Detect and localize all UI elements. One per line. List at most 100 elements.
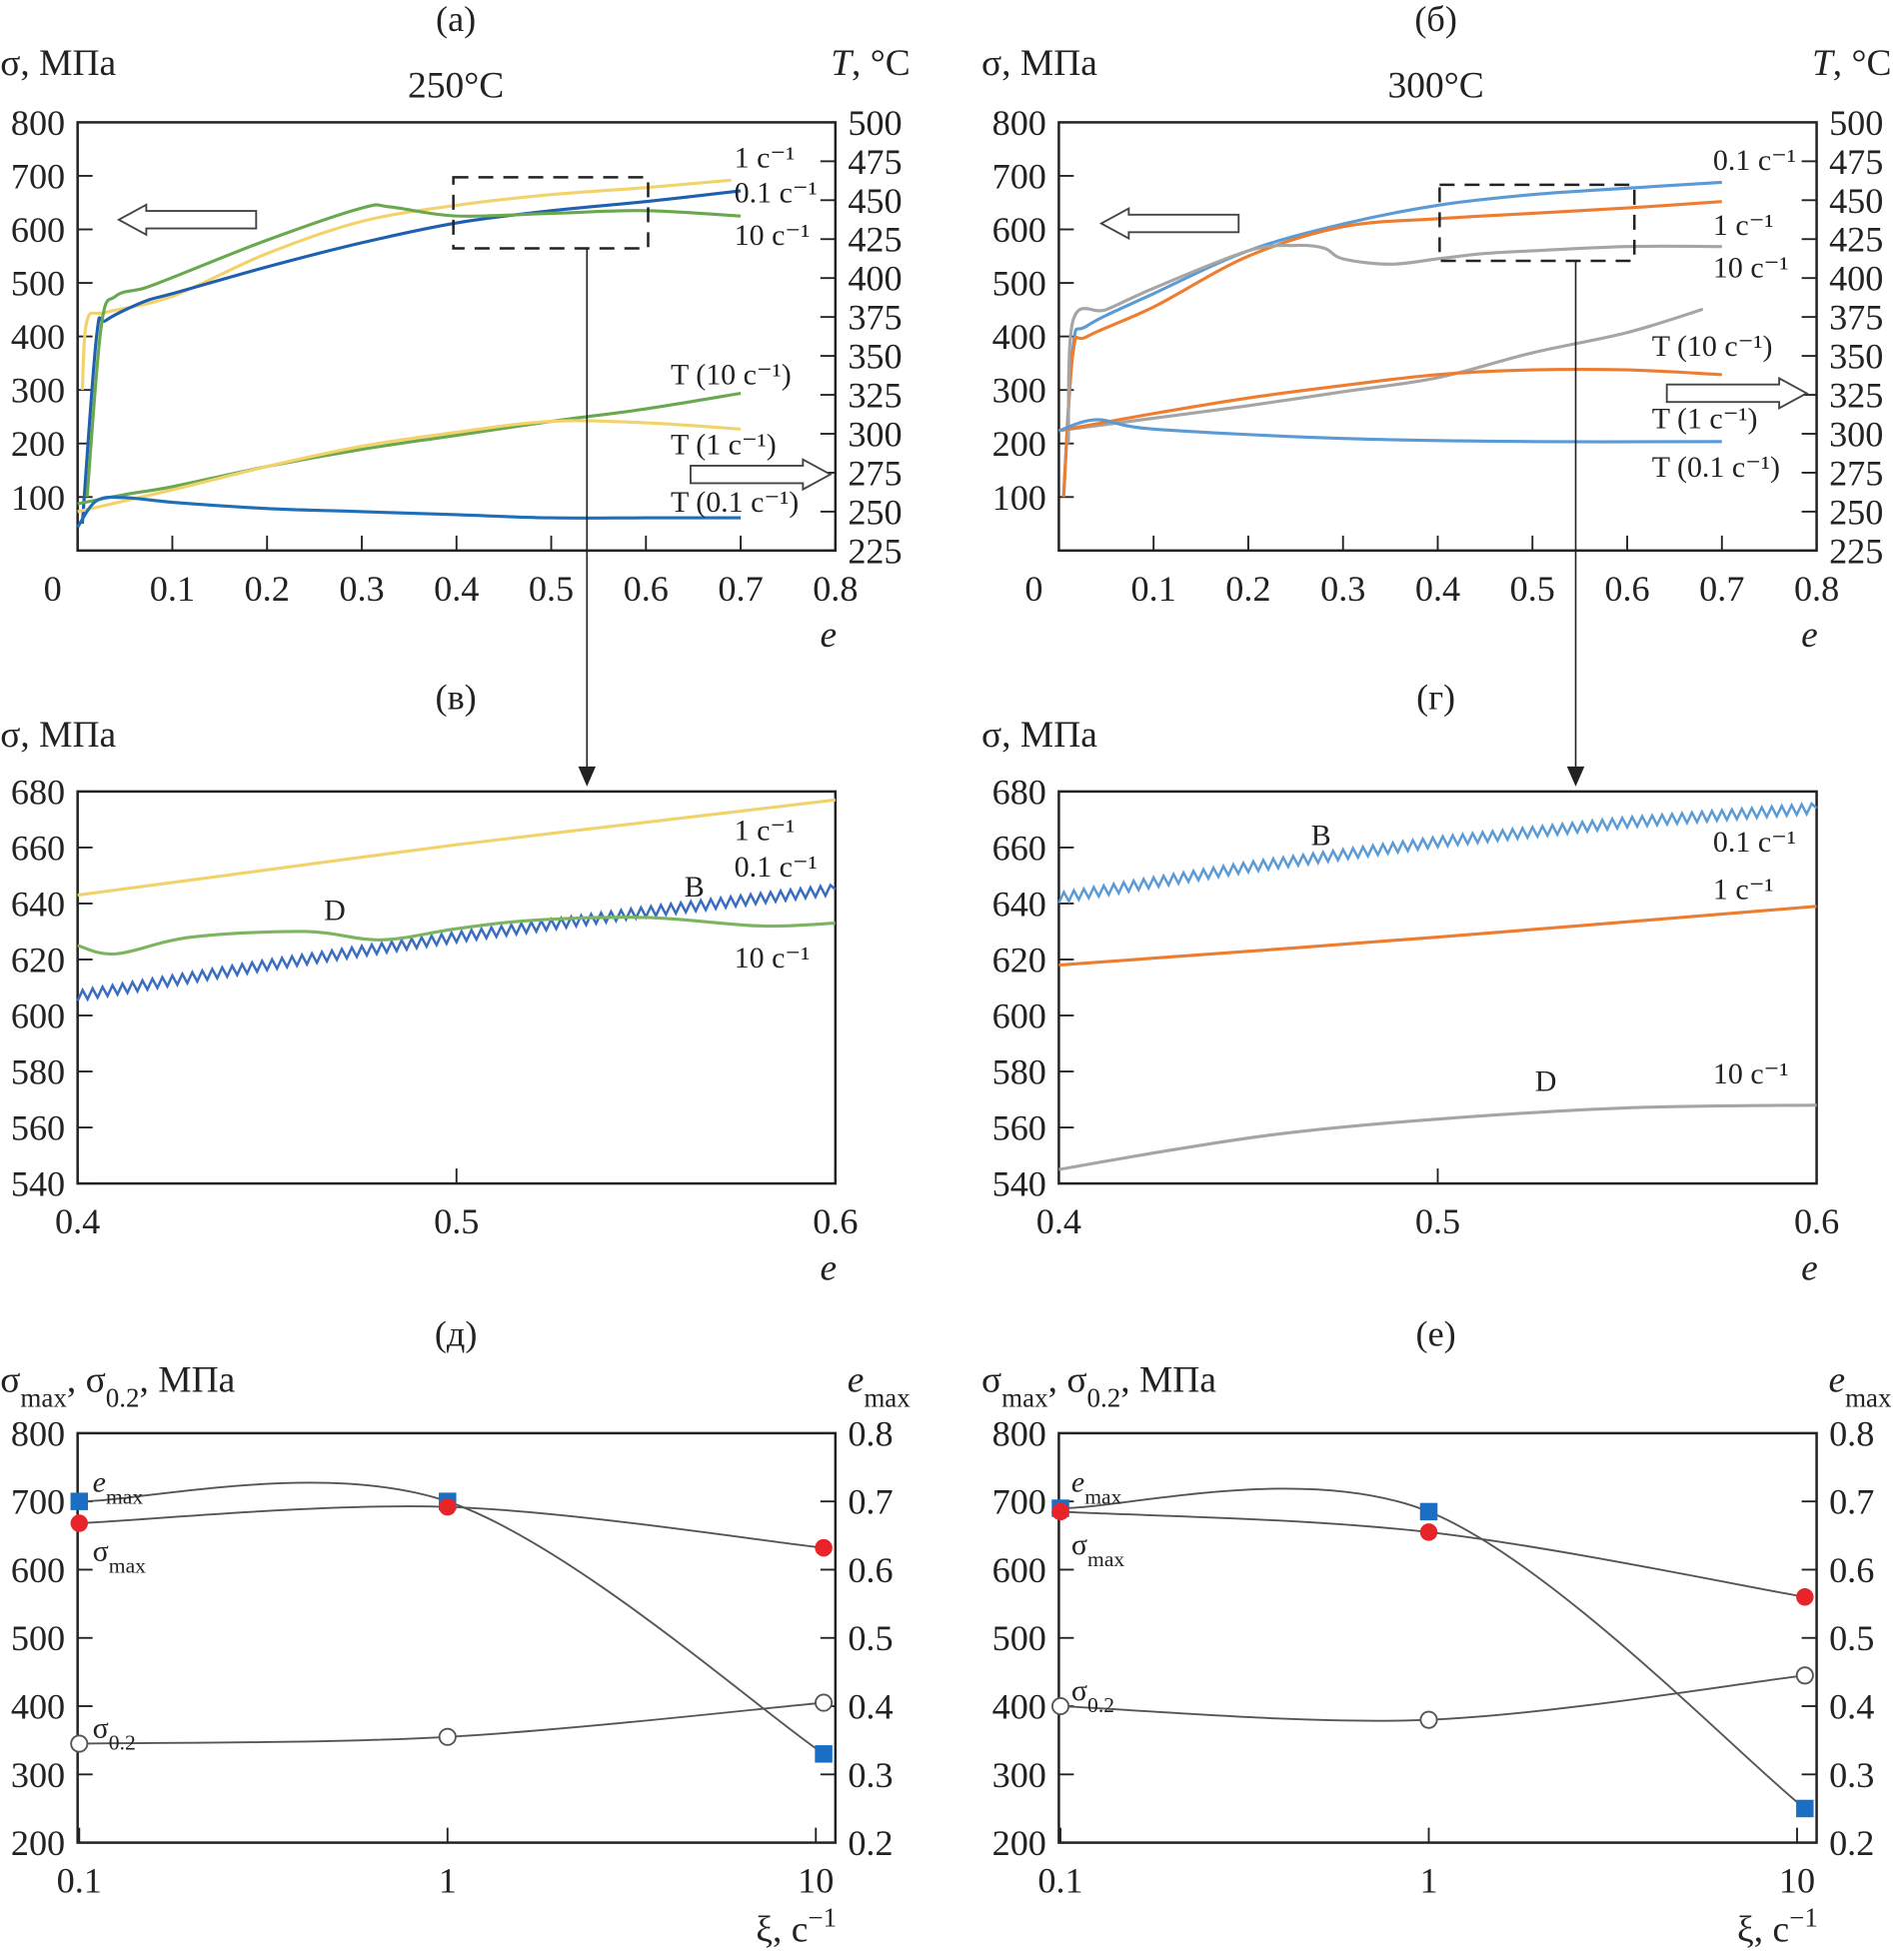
x-tick-label: 0.2 [1225,569,1270,609]
y2-tick-label: 350 [1829,337,1883,377]
y2-tick-label: 0.5 [1829,1618,1874,1658]
y2-tick-label: 450 [1829,181,1883,221]
y-tick-label: 660 [11,828,65,868]
data-point-open-circle [815,1693,834,1712]
chart-title: 300°C [1388,65,1484,106]
y-tick-label: 200 [11,1823,65,1863]
y-tick-label: 700 [992,1482,1046,1522]
y-tick-label: 620 [992,940,1046,980]
series-0.1-c--line [80,189,742,525]
y-tick-label: 560 [992,1108,1046,1148]
y-tick-label: 660 [992,828,1046,868]
y2-tick-label: 275 [848,453,902,493]
right-axis-arrow-icon [1665,376,1809,411]
y2-tick-label: 375 [1829,298,1883,338]
data-point-square [815,1745,833,1763]
arrow-down-icon [578,766,597,787]
y2-axis-label: T, °C [831,43,911,84]
panel-label: (е) [1416,1313,1456,1353]
y-axis-label: σmax, σ0.2, МПа [0,1360,235,1413]
x-tick-label: 0.6 [813,1201,858,1241]
data-point-circle [70,1514,89,1532]
y-tick-label: 500 [992,1618,1046,1658]
y-tick-label: 300 [992,371,1046,411]
series-label: 10 c⁻¹ [735,219,811,252]
y-tick-label: 500 [11,1618,65,1658]
y-tick-label: 400 [992,1687,1046,1727]
x-axis-label: e [1801,615,1818,656]
series-label: 0.1 c⁻¹ [1713,144,1796,177]
series-label: 0.1 c⁻¹ [1713,826,1796,859]
series-1-c--line [80,178,732,391]
series-label: emax [93,1466,144,1509]
y-tick-label: 500 [992,264,1046,304]
x-tick-label: 0.6 [1604,569,1649,609]
y2-tick-label: 475 [848,142,902,182]
series-10-c--line [1066,243,1722,444]
series-label: T (0.1 c⁻¹) [1652,451,1780,484]
left-axis-arrow-icon [116,203,258,237]
data-point-square [70,1492,89,1510]
x-tick-label: 0 [44,569,62,609]
x-tick-label: 0.2 [245,569,290,609]
plot-frame [1057,790,1818,1185]
y-tick-label: 400 [11,1687,65,1727]
y2-tick-label: 400 [848,259,902,299]
series-T-0.1-c--line [1057,418,1722,444]
y-tick-label: 620 [11,940,65,980]
series-T-0.1-c--line [76,495,742,529]
data-point-open-circle [1419,1710,1438,1729]
y-tick-label: 200 [992,1823,1046,1863]
y2-tick-label: 0.7 [1829,1482,1874,1522]
x-tick-label: 0.7 [1699,569,1744,609]
series-label: σmax [93,1534,147,1577]
y2-tick-label: 0.4 [1829,1687,1874,1727]
x-axis-label: e [820,615,837,656]
series-1-c--line [1061,200,1722,498]
series-0.1-c--line [1057,802,1818,905]
y2-tick-label: 325 [1829,376,1883,416]
x-tick-label: 0.5 [1510,569,1555,609]
series-1-c--line [77,798,837,898]
y-tick-label: 100 [11,478,65,518]
y2-tick-label: 0.5 [848,1618,893,1658]
x-tick-label: 0.1 [1131,569,1176,609]
annotation-label: D [1535,1065,1557,1098]
x-tick-label: 0.4 [55,1201,100,1241]
series-label: 0.1 c⁻¹ [735,851,818,884]
x-tick-label: 0.8 [813,569,858,609]
y2-tick-label: 300 [1829,414,1883,454]
series-0.1-c--line [1061,180,1722,498]
series-label: 1 c⁻¹ [1713,873,1774,906]
y-tick-label: 640 [11,884,65,924]
y-tick-label: 800 [11,1413,65,1453]
panel-label: (б) [1414,0,1457,39]
y-tick-label: 540 [992,1164,1046,1204]
series-label: 10 c⁻¹ [1713,251,1789,284]
data-point-square [1796,1799,1814,1818]
y2-tick-label: 250 [848,492,902,532]
y2-tick-label: 300 [848,414,902,454]
data-point-circle [439,1497,457,1516]
plot-frame [76,790,838,1185]
y-tick-label: 680 [992,772,1046,812]
y-tick-label: 500 [11,264,65,304]
x-tick-label: 1 [1419,1861,1437,1901]
y2-tick-label: 0.8 [1829,1413,1874,1453]
x-tick-label: 0.8 [1794,569,1839,609]
y2-tick-label: 400 [1829,259,1883,299]
series-label: T (0.1 c⁻¹) [671,486,799,519]
x-axis-label: e [820,1247,837,1288]
y2-axis-label: T, °C [1812,43,1892,84]
series-label: T (1 c⁻¹) [1652,402,1758,435]
series-T-1-c--line [77,419,742,514]
y-tick-label: 300 [11,371,65,411]
y-tick-label: 680 [11,772,65,812]
annotation-label: D [324,895,346,928]
panel-label: (в) [436,677,477,717]
y-axis-label: σmax, σ0.2, МПа [981,1360,1216,1413]
y-tick-label: 700 [11,1482,65,1522]
panel-d: (д) σmax, σ0.2, МПа emax ξ, c−1 0.1 1 10 200 300… [0,1313,911,1950]
right-axis-arrow-icon [690,458,833,492]
